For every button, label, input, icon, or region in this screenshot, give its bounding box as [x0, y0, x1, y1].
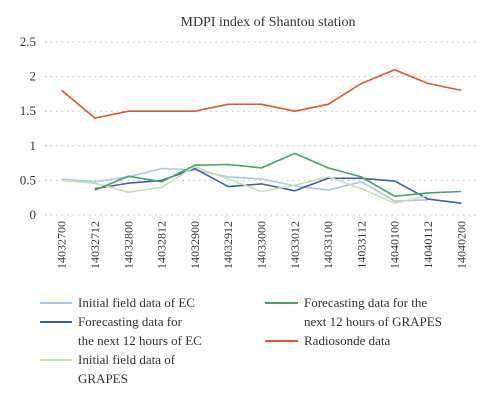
- x-tick-label: 14033000: [255, 221, 269, 269]
- x-tick-label: 14032812: [155, 221, 169, 269]
- chart-title: MDPI index of Shantou station: [181, 15, 356, 30]
- legend-label-1: Forecasting data for: [78, 314, 183, 329]
- legend-label-2: Initial field data of: [78, 352, 176, 367]
- x-tick-label: 14032800: [121, 221, 135, 269]
- x-tick-label: 14033112: [354, 221, 368, 269]
- x-tick-label: 14032712: [88, 221, 102, 269]
- x-tick-label: 14032912: [221, 221, 235, 269]
- series-line-3: [94, 152, 462, 198]
- x-tick-label: 14033100: [321, 221, 335, 269]
- legend-label-3: Forecasting data for the: [304, 295, 427, 310]
- legend-label-0: Initial field data of EC: [78, 295, 195, 310]
- legend-label-1: the next 12 hours of EC: [78, 333, 202, 348]
- series-line-4: [61, 68, 462, 119]
- series-lines: [61, 68, 462, 204]
- legend-label-4: Radiosonde data: [304, 333, 391, 348]
- x-tick-label: 14032700: [55, 221, 69, 269]
- series-line-2: [61, 165, 429, 204]
- y-tick-label: 2: [30, 69, 37, 84]
- y-tick-label: 0.5: [20, 172, 36, 187]
- legend-label-2: GRAPES: [78, 371, 128, 386]
- y-tick-label: 2.5: [20, 34, 36, 49]
- y-tick-label: 0: [30, 207, 37, 222]
- x-tick-label: 14040100: [388, 221, 402, 269]
- legend: Initial field data of EC Forecasting data…: [40, 295, 442, 386]
- x-axis-ticks: 14032700 14032712 14032800 14032812 14032900…: [55, 221, 469, 269]
- x-tick-label: 14040200: [454, 221, 468, 269]
- x-tick-label: 14040112: [421, 221, 435, 269]
- grid-lines: [45, 41, 478, 216]
- x-tick-label: 14033012: [288, 221, 302, 269]
- y-tick-label: 1.5: [20, 103, 36, 118]
- legend-label-3: next 12 hours of GRAPES: [304, 314, 442, 329]
- x-tick-label: 14032900: [188, 221, 202, 269]
- y-tick-label: 1: [30, 138, 37, 153]
- y-axis-ticks: 0 0.5 1 1.5 2 2.5: [20, 34, 36, 222]
- series-line-1: [94, 167, 462, 204]
